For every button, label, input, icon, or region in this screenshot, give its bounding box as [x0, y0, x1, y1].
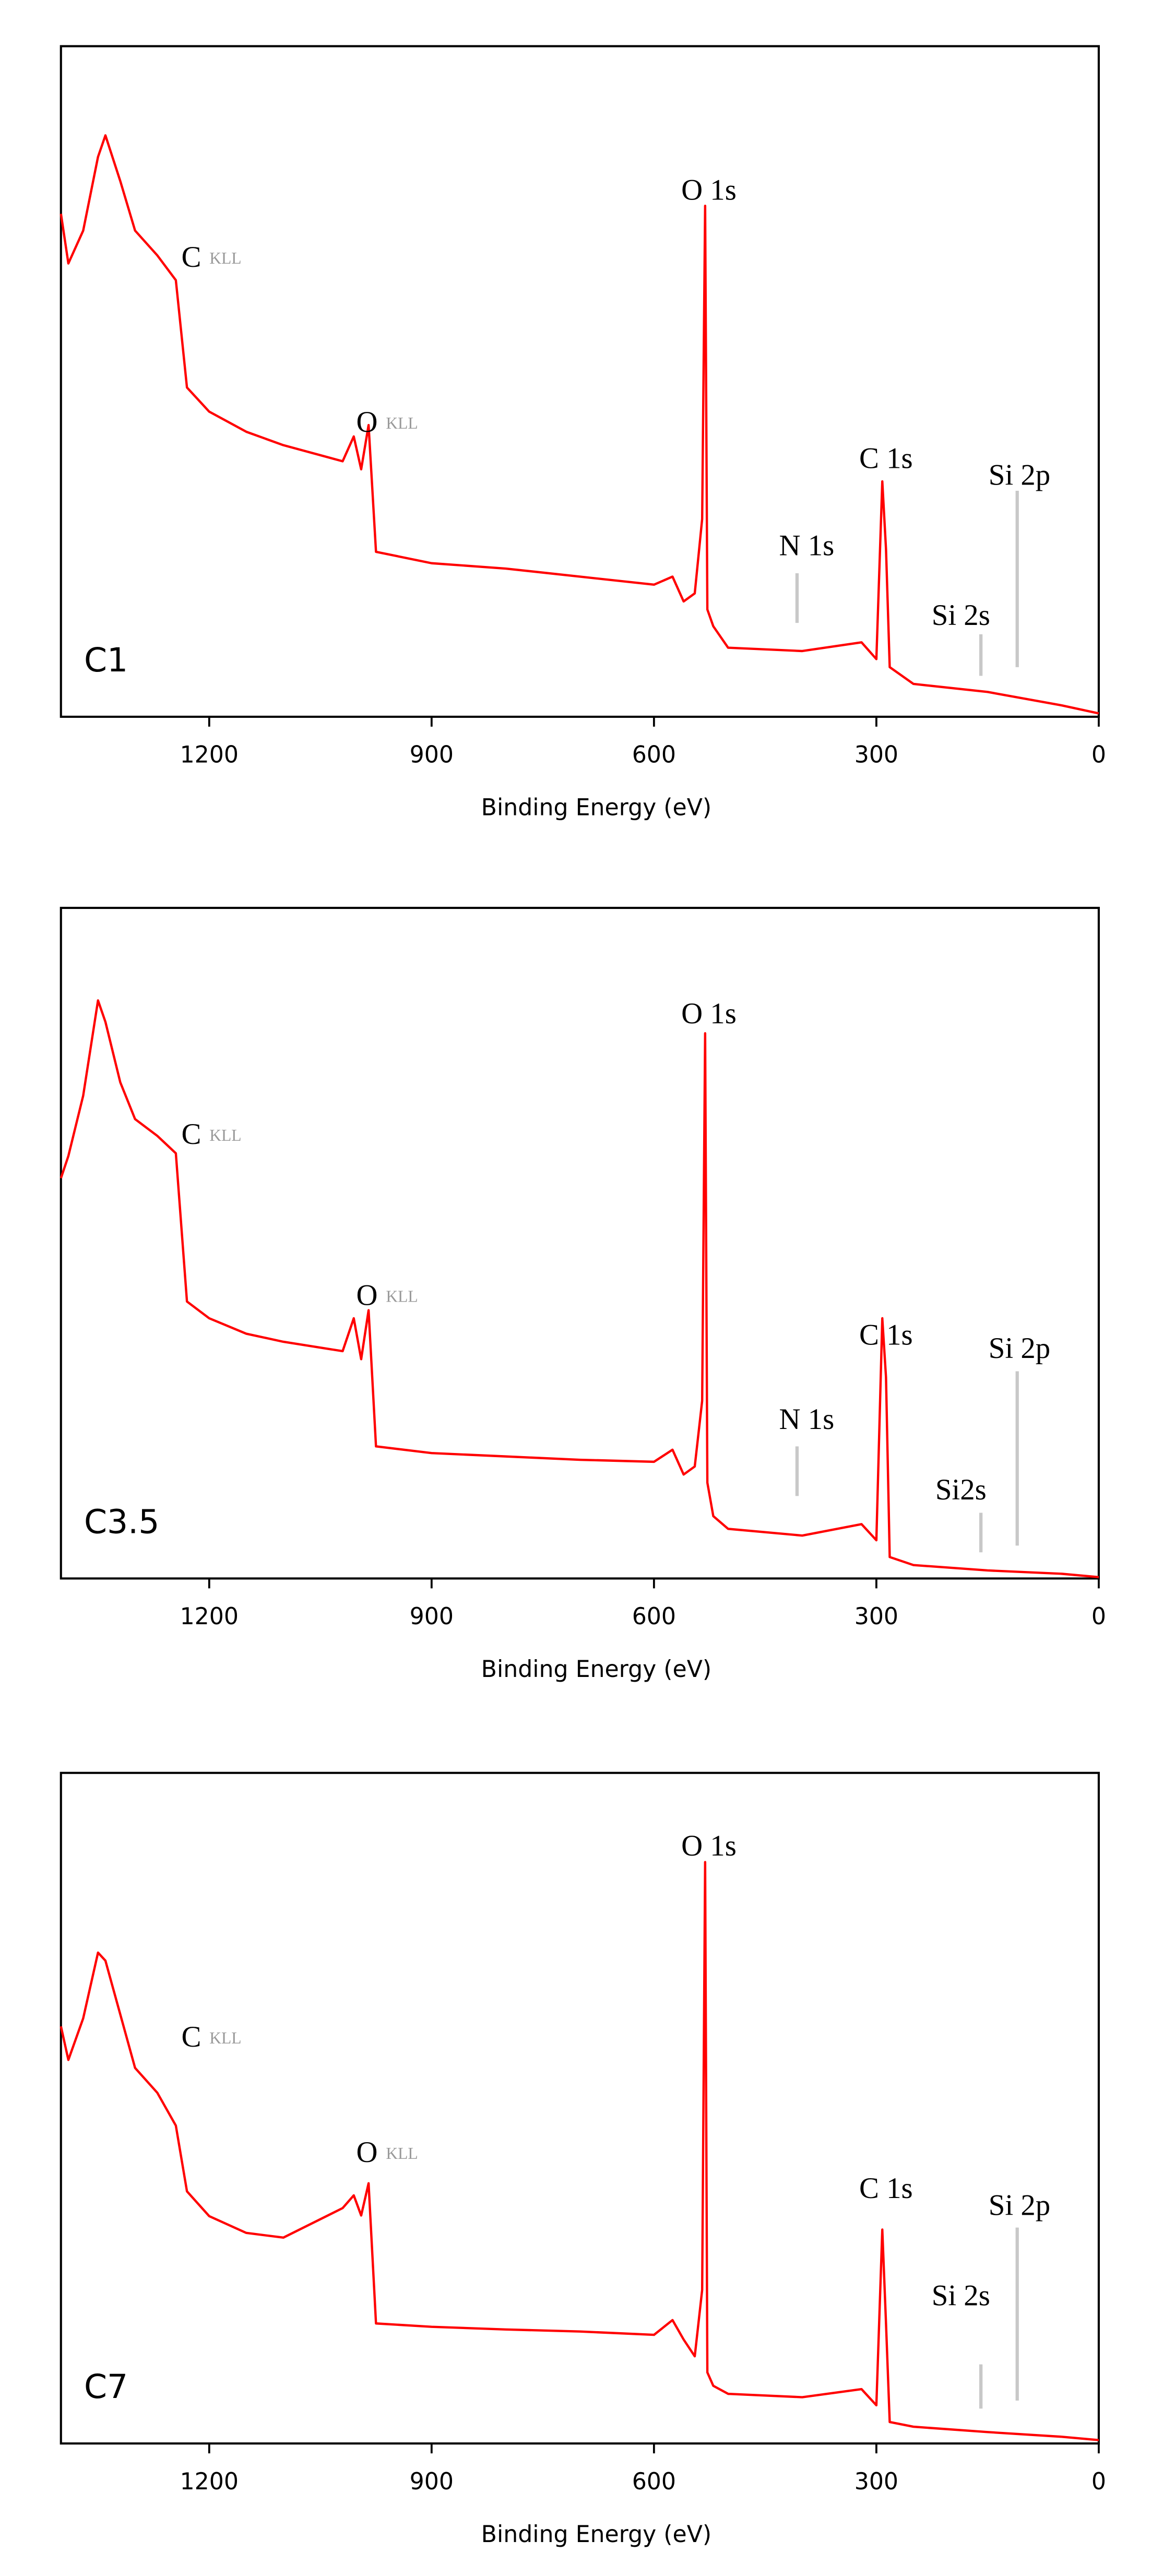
peak-label: Si2s	[935, 1473, 987, 1506]
peak-label: N 1s	[779, 1403, 835, 1436]
peak-label-sub: KLL	[209, 1126, 241, 1144]
peak-label: O KLL	[357, 406, 418, 439]
x-axis-label: Binding Energy (eV)	[481, 2521, 712, 2548]
x-tick-label: 600	[632, 1603, 676, 1630]
peak-label-main: Si 2p	[989, 2189, 1050, 2221]
peak-label: N 1s	[779, 529, 835, 562]
peak-label-main: Si 2s	[932, 599, 990, 632]
x-tick-label: 0	[1091, 742, 1106, 769]
peak-label: C KLL	[182, 1118, 242, 1151]
x-tick-label: 1200	[180, 2468, 239, 2495]
peak-label: O 1s	[681, 1829, 737, 1862]
x-tick-label: 1200	[180, 742, 239, 769]
peak-label-main: N 1s	[779, 1403, 835, 1436]
peak-label-main: C	[182, 241, 201, 274]
peak-label: O 1s	[681, 997, 737, 1030]
peak-label: C 1s	[859, 1318, 913, 1351]
peak-label-main: O	[357, 2136, 378, 2169]
sample-label: C3.5	[84, 1502, 159, 1541]
x-tick-label: 900	[410, 2468, 454, 2495]
peak-label: O 1s	[681, 174, 737, 207]
peak-label: Si 2s	[932, 599, 990, 632]
peak-label: Si 2s	[932, 2279, 990, 2312]
peak-label: C 1s	[859, 442, 913, 475]
peak-label-main: C	[182, 2020, 201, 2053]
x-tick-label: 900	[410, 742, 454, 769]
peak-label-main: C 1s	[859, 2172, 913, 2205]
x-tick-label: 0	[1091, 2468, 1106, 2495]
peak-label-main: C	[182, 1118, 201, 1151]
plot-frame	[60, 45, 1100, 718]
peak-label-main: Si 2p	[989, 1332, 1050, 1365]
peak-label-sub: KLL	[209, 249, 241, 267]
peak-label-main: O 1s	[681, 174, 737, 207]
x-tick-label: 600	[632, 2468, 676, 2495]
x-tick-label: 900	[410, 1603, 454, 1630]
peak-label-sub: KLL	[386, 1287, 418, 1306]
peak-label-main: Si2s	[935, 1473, 987, 1506]
x-axis-label: Binding Energy (eV)	[481, 795, 712, 821]
peak-label-main: N 1s	[779, 529, 835, 562]
plot-frame	[60, 1771, 1100, 2445]
peak-label: C 1s	[859, 2172, 913, 2205]
x-tick-label: 1200	[180, 1603, 239, 1630]
spectrum-line	[60, 1861, 1099, 2441]
plot-frame	[60, 906, 1100, 1580]
peak-label-sub: KLL	[386, 2144, 418, 2163]
peak-label-sub: KLL	[386, 414, 418, 432]
spectrum-line	[60, 134, 1099, 715]
peak-label-sub: KLL	[209, 2029, 241, 2047]
peak-label: O KLL	[357, 1279, 418, 1312]
peak-label-main: O	[357, 1279, 378, 1312]
x-tick-label: 600	[632, 742, 676, 769]
sample-label: C7	[84, 2367, 128, 2406]
peak-label-main: Si 2s	[932, 2279, 990, 2312]
peak-label-main: O 1s	[681, 997, 737, 1030]
spectrum-line	[60, 999, 1099, 1579]
peak-label-main: C 1s	[859, 442, 913, 475]
peak-label: C KLL	[182, 2020, 242, 2053]
peak-label-main: O 1s	[681, 1829, 737, 1862]
x-axis-label: Binding Energy (eV)	[481, 1656, 712, 1683]
sample-label: C1	[84, 641, 128, 679]
peak-label: O KLL	[357, 2136, 418, 2169]
peak-label: Si 2p	[989, 1332, 1050, 1365]
peak-label: Si 2p	[989, 459, 1050, 492]
x-tick-label: 0	[1091, 1603, 1106, 1630]
peak-label-main: C 1s	[859, 1318, 913, 1351]
x-tick-label: 300	[855, 1603, 898, 1630]
peak-label-main: Si 2p	[989, 459, 1050, 492]
peak-label-main: O	[357, 406, 378, 439]
peak-label: C KLL	[182, 241, 242, 274]
x-tick-label: 300	[855, 742, 898, 769]
x-tick-label: 300	[855, 2468, 898, 2495]
peak-label: Si 2p	[989, 2189, 1050, 2221]
